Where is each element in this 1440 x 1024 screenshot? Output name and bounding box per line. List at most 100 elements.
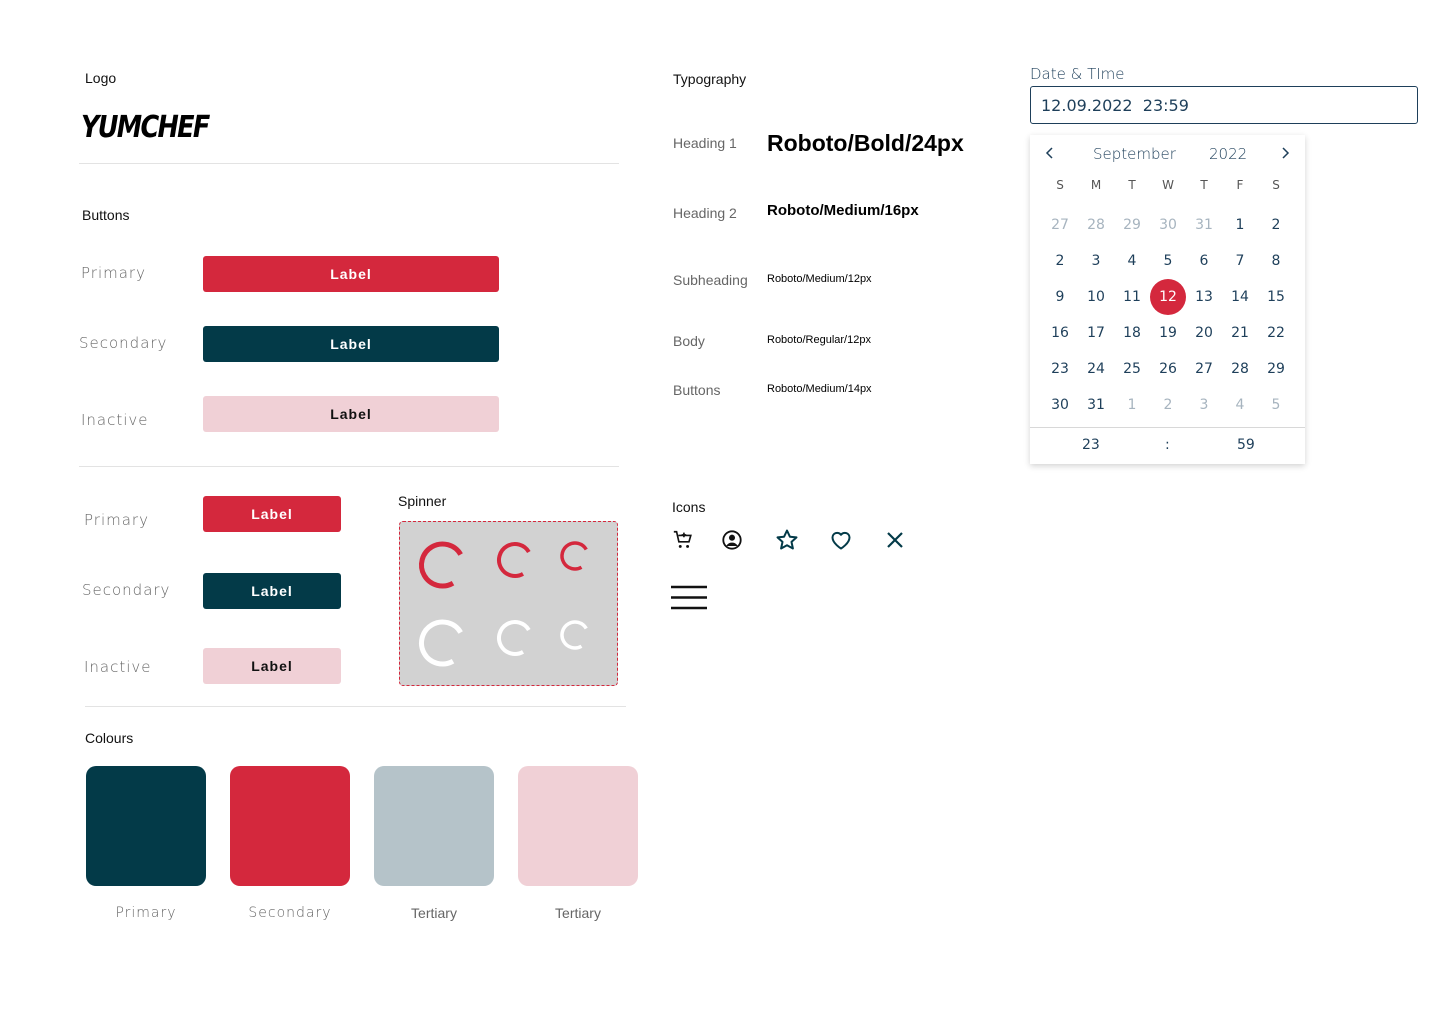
calendar-year[interactable]: 2022 xyxy=(1209,145,1248,163)
weekday-label: S xyxy=(1272,178,1280,192)
swatch-label-primary: Primary xyxy=(115,905,177,921)
calendar-day[interactable]: 23 xyxy=(1051,361,1069,377)
datetime-label: Date & TIme xyxy=(1030,65,1125,83)
swatch-primary xyxy=(86,766,206,886)
secondary-button[interactable]: Label xyxy=(203,326,499,362)
small-secondary-row-label: Secondary xyxy=(82,581,171,599)
calendar-month[interactable]: September xyxy=(1093,145,1176,163)
swatch-tertiary-pink xyxy=(518,766,638,886)
calendar-day[interactable]: 27 xyxy=(1195,361,1213,377)
weekday-label: F xyxy=(1236,178,1244,192)
chevron-left-icon[interactable] xyxy=(1044,147,1056,159)
inactive-row-label: Inactive xyxy=(81,411,149,429)
secondary-row-label: Secondary xyxy=(79,334,168,352)
calendar-day-outside-month[interactable]: 1 xyxy=(1127,397,1137,413)
calendar-day[interactable]: 3 xyxy=(1091,253,1101,269)
weekday-label: T xyxy=(1128,178,1136,192)
calendar-day-outside-month[interactable]: 27 xyxy=(1051,217,1069,233)
calendar-day[interactable]: 26 xyxy=(1159,361,1177,377)
calendar-day[interactable]: 7 xyxy=(1235,253,1245,269)
calendar-day-outside-month[interactable]: 2 xyxy=(1163,397,1173,413)
calendar-day[interactable]: 14 xyxy=(1231,289,1249,305)
typo-label-body: Body xyxy=(673,333,705,349)
calendar-day[interactable]: 20 xyxy=(1195,325,1213,341)
divider xyxy=(85,706,626,707)
spinner-panel xyxy=(399,521,618,686)
calendar-day[interactable]: 24 xyxy=(1087,361,1105,377)
calendar-day[interactable]: 6 xyxy=(1199,253,1209,269)
swatch-label-tertiary-grey: Tertiary xyxy=(411,905,457,921)
icons-section-title: Icons xyxy=(672,499,706,515)
user-circle-icon[interactable] xyxy=(721,529,743,551)
calendar-day[interactable]: 5 xyxy=(1163,253,1173,269)
calendar-day[interactable]: 2 xyxy=(1271,217,1281,233)
calendar-day-outside-month[interactable]: 28 xyxy=(1087,217,1105,233)
spinner-large-white xyxy=(418,619,463,666)
minute-value[interactable]: 59 xyxy=(1237,437,1255,453)
typo-label-subheading: Subheading xyxy=(673,272,748,288)
heart-icon[interactable] xyxy=(829,528,853,552)
spinner-large-red xyxy=(418,541,463,588)
calendar-day[interactable]: 28 xyxy=(1231,361,1249,377)
hour-value[interactable]: 23 xyxy=(1082,437,1100,453)
calendar-day[interactable]: 10 xyxy=(1087,289,1105,305)
calendar-day[interactable]: 29 xyxy=(1267,361,1285,377)
calendar-day[interactable]: 15 xyxy=(1267,289,1285,305)
calendar-day-outside-month[interactable]: 30 xyxy=(1159,217,1177,233)
spinner-small-white xyxy=(559,619,588,650)
typo-label-heading1: Heading 1 xyxy=(673,135,737,151)
primary-button[interactable]: Label xyxy=(203,256,499,292)
divider xyxy=(79,163,619,164)
calendar-day-outside-month[interactable]: 31 xyxy=(1195,217,1213,233)
calendar-day[interactable]: 16 xyxy=(1051,325,1069,341)
calendar-divider xyxy=(1030,427,1305,428)
calendar-day[interactable]: 21 xyxy=(1231,325,1249,341)
calendar-day-outside-month[interactable]: 29 xyxy=(1123,217,1141,233)
calendar-day[interactable]: 1 xyxy=(1235,217,1245,233)
small-secondary-button[interactable]: Label xyxy=(203,573,341,609)
swatch-tertiary-grey xyxy=(374,766,494,886)
small-inactive-button: Label xyxy=(203,648,341,684)
calendar-day[interactable]: 30 xyxy=(1051,397,1069,413)
typo-label-buttons: Buttons xyxy=(673,382,721,398)
calendar-day[interactable]: 8 xyxy=(1271,253,1281,269)
calendar-day-outside-month[interactable]: 3 xyxy=(1199,397,1209,413)
yumchef-logo: YUMCHEF xyxy=(81,110,210,145)
cart-add-icon[interactable] xyxy=(672,529,694,551)
primary-row-label: Primary xyxy=(81,264,146,282)
star-icon[interactable] xyxy=(775,528,799,552)
weekday-label: S xyxy=(1056,178,1064,192)
typo-sample-heading2: Roboto/Medium/16px xyxy=(767,202,919,219)
spinner-icons xyxy=(418,540,588,666)
calendar-day-selected[interactable]: 12 xyxy=(1150,279,1186,315)
inactive-button: Label xyxy=(203,396,499,432)
weekday-label: T xyxy=(1200,178,1208,192)
calendar-day[interactable]: 19 xyxy=(1159,325,1177,341)
small-primary-button[interactable]: Label xyxy=(203,496,341,532)
calendar-day-outside-month[interactable]: 4 xyxy=(1235,397,1245,413)
calendar-day[interactable]: 17 xyxy=(1087,325,1105,341)
calendar-day[interactable]: 2 xyxy=(1055,253,1065,269)
typo-sample-subheading: Roboto/Medium/12px xyxy=(767,273,872,285)
swatch-label-secondary: Secondary xyxy=(248,905,332,921)
calendar-day[interactable]: 11 xyxy=(1123,289,1141,305)
calendar-day[interactable]: 22 xyxy=(1267,325,1285,341)
spinner-medium-white xyxy=(496,619,531,656)
calendar-day-outside-month[interactable]: 5 xyxy=(1271,397,1281,413)
calendar-day[interactable]: 25 xyxy=(1123,361,1141,377)
calendar-day[interactable]: 13 xyxy=(1195,289,1213,305)
small-primary-row-label: Primary xyxy=(84,511,149,529)
colours-section-title: Colours xyxy=(85,730,134,746)
calendar-day[interactable]: 9 xyxy=(1055,289,1065,305)
calendar-day[interactable]: 4 xyxy=(1127,253,1137,269)
typo-label-heading2: Heading 2 xyxy=(673,205,737,221)
divider xyxy=(79,466,619,467)
spinner-medium-red xyxy=(496,541,531,578)
chevron-right-icon[interactable] xyxy=(1279,147,1291,159)
calendar-day[interactable]: 31 xyxy=(1087,397,1105,413)
datetime-input[interactable]: 12.09.2022 23:59 xyxy=(1030,86,1418,124)
menu-icon[interactable] xyxy=(670,584,708,612)
close-icon[interactable] xyxy=(886,531,904,549)
calendar-day[interactable]: 18 xyxy=(1123,325,1141,341)
